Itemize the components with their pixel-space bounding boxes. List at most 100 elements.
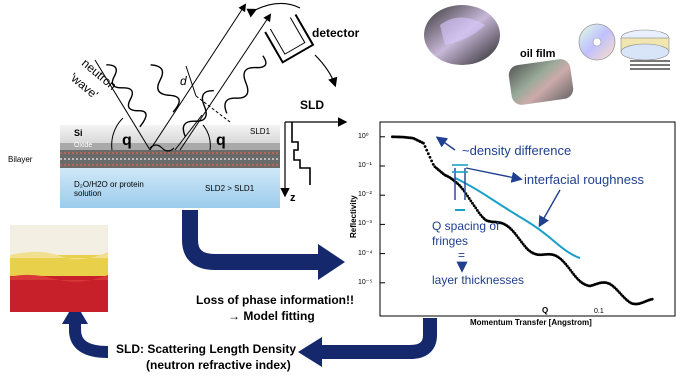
- density-arrow: [435, 136, 456, 151]
- spacing-annotation-1: Q spacing of: [432, 219, 500, 233]
- data-point: [479, 213, 483, 217]
- data-point: [516, 236, 520, 240]
- chart-xlabel: Momentum Transfer [Angstrom]: [470, 318, 592, 327]
- incident-beam: [94, 59, 151, 151]
- data-point: [510, 228, 514, 232]
- sld-axis-label: SLD: [300, 98, 324, 112]
- surface-wave: [149, 144, 175, 152]
- data-point: [562, 260, 566, 264]
- data-point: [650, 297, 654, 301]
- si-layer: [60, 125, 280, 143]
- reflected-wave-2: [224, 55, 267, 114]
- data-point: [461, 187, 465, 191]
- y-tick-label: 10⁻³: [358, 220, 372, 228]
- chart-q-marker: Q: [542, 306, 549, 315]
- cd-hole: [592, 37, 602, 47]
- arrow-to-sample: [69, 322, 109, 358]
- loss-phase-text: Loss of phase information!!: [196, 293, 355, 307]
- data-point: [513, 232, 517, 235]
- layered-sample-photo: [10, 225, 108, 312]
- arrow-to-sld: [320, 318, 437, 359]
- angle-arc-left: [111, 117, 124, 151]
- data-point: [477, 211, 481, 215]
- layer-annotation: layer thicknesses: [432, 273, 525, 287]
- oil-film-label: oil film: [520, 48, 556, 60]
- d-label: d: [180, 74, 187, 88]
- d-dashed: [195, 95, 231, 123]
- incident-wave-2: [150, 64, 180, 113]
- data-point: [422, 141, 425, 145]
- data-point: [471, 201, 474, 205]
- data-point: [511, 230, 515, 233]
- data-point: [518, 238, 522, 242]
- data-point: [515, 234, 518, 237]
- data-point: [459, 185, 463, 189]
- data-point: [564, 262, 568, 266]
- data-point: [472, 204, 476, 208]
- detector-label: detector: [312, 26, 360, 40]
- angle-arc-right: [202, 124, 211, 151]
- reflected-wave-1: [182, 90, 214, 137]
- data-point: [469, 199, 473, 203]
- data-point: [565, 264, 569, 268]
- q-right-label: q: [216, 132, 226, 149]
- roughness-arrow-2: [538, 189, 561, 228]
- data-point: [521, 242, 525, 246]
- q-left-label: q: [122, 132, 132, 149]
- equals-annotation: =: [458, 248, 466, 262]
- arrow-head-left: [298, 337, 322, 367]
- data-point: [572, 273, 576, 276]
- d-measure: [185, 65, 197, 97]
- data-point: [574, 275, 577, 278]
- arrow-head-right: [318, 244, 345, 280]
- data-point: [430, 159, 434, 163]
- data-point: [569, 268, 572, 272]
- y-tick-label: 10⁻⁵: [358, 278, 373, 286]
- spacing-annotation-2: fringes: [432, 234, 469, 248]
- sld2-label: SLD2 > SLD1: [205, 184, 255, 193]
- chart-x-tick: 0.1: [594, 308, 604, 315]
- data-point: [428, 155, 432, 159]
- data-point: [466, 194, 469, 198]
- data-point: [425, 148, 429, 152]
- data-point: [523, 244, 527, 248]
- film-rainbow: [440, 17, 485, 45]
- data-point: [616, 289, 620, 293]
- reflected-beam-1: [149, 3, 247, 151]
- data-point: [474, 206, 478, 210]
- data-point: [423, 145, 427, 148]
- chart-points: [390, 135, 654, 306]
- sld-definition-2: (neutron refractive index): [146, 358, 291, 372]
- roughness-annotation: interfacial roughness: [524, 172, 644, 187]
- y-tick-label: 10⁻¹: [358, 161, 372, 169]
- bilayer-layer: [60, 150, 280, 168]
- z-axis-label: z: [290, 192, 296, 204]
- oil-film-photo: [508, 59, 574, 105]
- density-annotation: ~density difference: [462, 143, 572, 158]
- data-point: [475, 209, 479, 212]
- sld-profile: [280, 117, 348, 198]
- y-tick-label: 10⁻²: [358, 191, 372, 199]
- detector-arc-top: [246, 2, 301, 18]
- chart-ticks: [380, 136, 385, 284]
- chart-ylabel: Reflectivity: [349, 195, 358, 238]
- solution-layer: [60, 168, 280, 208]
- y-tick-label: 10⁰: [358, 132, 369, 140]
- data-point: [520, 240, 523, 244]
- arrow-head-up: [62, 302, 88, 324]
- sld-definition-1: SLD: Scattering Length Density: [116, 342, 297, 356]
- fit-line: [454, 177, 581, 259]
- data-point: [570, 270, 574, 274]
- arrow-to-reflectivity: [182, 210, 320, 270]
- data-point: [457, 183, 461, 187]
- data-point: [567, 266, 571, 270]
- oxide-label: Oxide: [74, 142, 93, 149]
- data-point: [618, 291, 621, 295]
- y-tick-label: 10⁻⁴: [358, 249, 373, 257]
- multilayer-stack-icon: [620, 29, 670, 70]
- bilayer-label: Bilayer: [8, 155, 33, 164]
- oxide-layer: [60, 143, 280, 150]
- data-point: [431, 163, 435, 166]
- roughness-arrow-1: [465, 167, 523, 183]
